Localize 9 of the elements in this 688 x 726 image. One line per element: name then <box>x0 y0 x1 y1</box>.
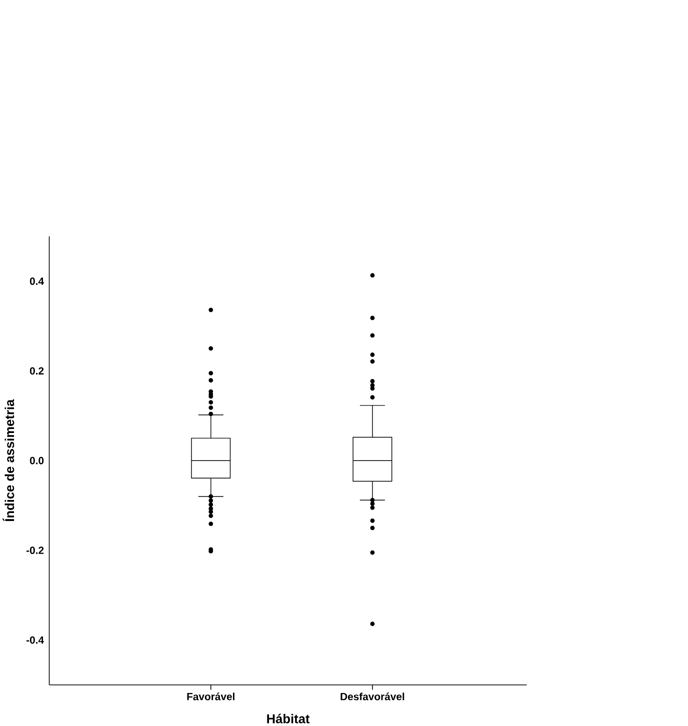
x-axis-title: Hábitat <box>266 714 310 724</box>
y-tick-label: -0.2 <box>26 546 44 554</box>
x-tick-label: Favorável <box>187 692 234 700</box>
y-tick-label: -0.4 <box>26 636 44 644</box>
y-tick-label: 0.0 <box>30 456 44 464</box>
x-tick-label: Desfavorável <box>340 692 404 700</box>
y-axis-title: Índice de assimetria <box>2 399 14 522</box>
y-tick-label: 0.4 <box>30 278 44 285</box>
y-tick-label: 0.2 <box>30 367 44 375</box>
